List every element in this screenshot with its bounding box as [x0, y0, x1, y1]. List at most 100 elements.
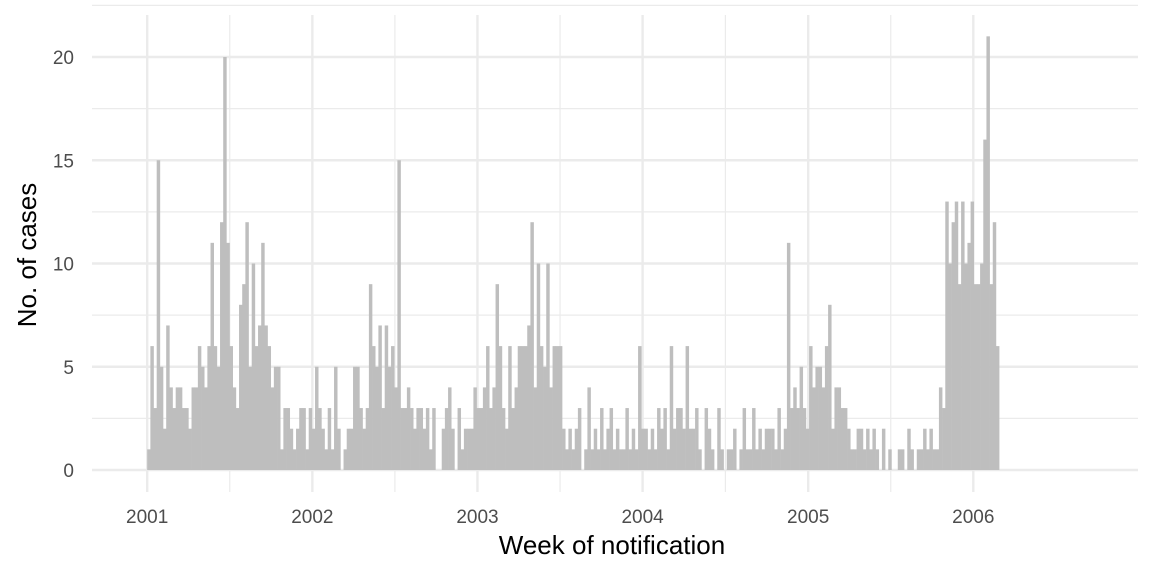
bar: [565, 449, 569, 470]
bar: [289, 428, 294, 470]
bar: [783, 428, 788, 470]
bar: [251, 263, 256, 470]
bar: [315, 366, 319, 470]
bar: [413, 428, 417, 470]
bar: [669, 346, 674, 470]
bar: [571, 449, 576, 470]
bar: [156, 160, 161, 470]
bar: [327, 408, 332, 470]
bar: [843, 408, 848, 470]
bar: [508, 346, 512, 470]
bar: [353, 366, 357, 470]
bar: [343, 449, 348, 470]
bar: [258, 325, 262, 470]
bar: [755, 449, 759, 470]
bar: [717, 408, 721, 470]
y-axis-ticks: 0 5 10 15 20: [53, 48, 74, 482]
bar: [964, 263, 968, 470]
bar: [945, 201, 949, 471]
bar: [479, 408, 484, 470]
bar: [796, 408, 800, 470]
bar: [828, 304, 832, 470]
bar: [562, 428, 566, 470]
bar: [954, 201, 959, 471]
x-tick-label: 2006: [952, 507, 994, 528]
bar: [875, 449, 880, 470]
bar: [517, 346, 522, 470]
bar: [359, 408, 363, 470]
bar: [872, 428, 876, 470]
bar: [568, 428, 572, 470]
bar: [318, 408, 322, 470]
bar: [150, 346, 154, 470]
bar: [147, 449, 151, 470]
bar: [992, 222, 997, 470]
bar: [346, 428, 351, 470]
bar: [923, 428, 927, 470]
bar: [644, 428, 648, 470]
bar: [742, 408, 747, 470]
bar: [942, 408, 946, 470]
bar: [976, 284, 981, 470]
bar: [368, 284, 373, 470]
bar: [429, 449, 433, 470]
bar: [533, 387, 538, 470]
bar: [897, 449, 902, 470]
bar: [514, 387, 519, 470]
bar: [859, 428, 864, 470]
bar: [476, 408, 481, 470]
bar: [989, 284, 994, 470]
bar: [248, 366, 253, 470]
bar: [530, 222, 534, 470]
bar: [387, 366, 392, 470]
bar: [622, 449, 626, 470]
bar: [457, 408, 462, 470]
bar: [239, 304, 243, 470]
bar: [799, 366, 804, 470]
bar: [676, 408, 680, 470]
bar: [869, 449, 873, 470]
bar: [733, 428, 737, 470]
x-tick-label: 2003: [456, 507, 498, 528]
bar: [653, 449, 658, 470]
bar: [837, 387, 842, 470]
bar: [305, 449, 310, 470]
bar: [587, 387, 591, 470]
bar: [967, 242, 971, 470]
x-tick-label: 2002: [291, 507, 333, 528]
bar: [771, 428, 775, 470]
bar: [324, 449, 329, 470]
bar: [536, 263, 541, 470]
bar: [182, 408, 186, 470]
bar: [349, 428, 354, 470]
bar: [707, 428, 712, 470]
y-axis-title: No. of cases: [12, 183, 42, 328]
bar: [926, 449, 930, 470]
bar: [584, 449, 588, 470]
bar: [780, 449, 785, 470]
bar: [264, 325, 268, 470]
bar: [321, 428, 325, 470]
bar: [546, 263, 550, 470]
bar: [489, 408, 493, 470]
bar: [577, 408, 582, 470]
bar: [153, 408, 157, 470]
bar: [229, 346, 234, 470]
bar: [729, 449, 734, 470]
y-tick-label: 10: [53, 255, 74, 276]
bar: [172, 408, 176, 470]
bar: [451, 428, 455, 470]
bar: [720, 449, 724, 470]
bar: [704, 408, 709, 470]
bar: [460, 449, 465, 470]
bar: [900, 449, 905, 470]
bar: [188, 428, 192, 470]
bar: [935, 449, 940, 470]
bar: [207, 346, 211, 470]
bar: [406, 387, 411, 470]
bar: [663, 408, 667, 470]
bars-group: [147, 36, 1000, 471]
y-tick-label: 0: [63, 461, 74, 482]
bar: [777, 408, 781, 470]
bar: [213, 346, 218, 470]
